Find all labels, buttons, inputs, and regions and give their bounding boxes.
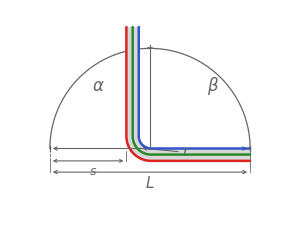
Polygon shape	[126, 27, 250, 161]
Text: s: s	[89, 165, 96, 178]
Text: L: L	[146, 176, 154, 191]
Text: r: r	[182, 145, 188, 159]
Text: α: α	[92, 77, 104, 95]
Text: β: β	[207, 77, 218, 95]
